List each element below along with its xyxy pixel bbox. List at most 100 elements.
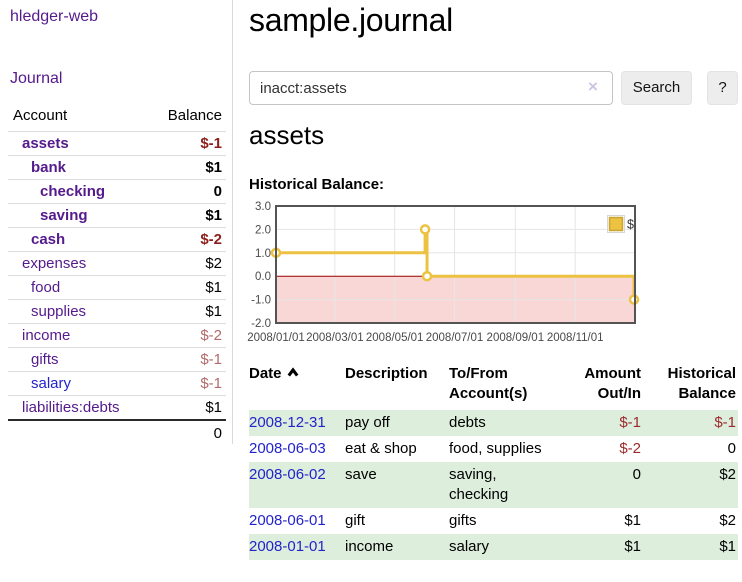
account-link[interactable]: salary [31, 375, 72, 392]
sidebar: hledger-web Journal Account Balance asse… [0, 0, 233, 446]
account-link[interactable]: gifts [31, 351, 59, 368]
register-row: 2008-06-03 eat & shop food, supplies $-2 0 [249, 436, 738, 462]
clear-search-icon[interactable]: × [588, 77, 598, 96]
page-title: sample.journal [249, 2, 453, 38]
x-tick-label: 2008/07/01 [426, 332, 484, 344]
account-link[interactable]: assets [22, 135, 69, 152]
account-row: bank $1 [8, 155, 226, 180]
account-balance: $-1 [200, 351, 222, 368]
account-link[interactable]: food [31, 279, 61, 296]
register-header-accounts: To/From Account(s) [449, 365, 528, 402]
legend-swatch [608, 216, 624, 232]
account-row: income $-2 [8, 323, 226, 348]
accounts-header-row: Account Balance [8, 104, 226, 132]
account-row: food $1 [8, 275, 226, 300]
account-row: assets $-1 [8, 131, 226, 156]
y-tick-label: -1.0 [251, 295, 271, 307]
transaction-accounts: saving, checking [449, 466, 509, 503]
register-row: 2008-06-01 gift gifts $1 $2 [249, 508, 738, 534]
sidebar-item-journal[interactable]: Journal [10, 70, 63, 87]
transaction-description: eat & shop [345, 440, 417, 457]
account-row: expenses $2 [8, 251, 226, 276]
accounts-table: Account Balance assets $-1 bank $1 checking 0… [8, 104, 226, 446]
account-balance: $-1 [200, 135, 222, 152]
x-tick-label: 2008/11/01 [547, 332, 604, 344]
account-balance: $1 [205, 399, 222, 416]
search-input[interactable] [249, 71, 613, 105]
register-row: 2008-12-31 pay off debts $-1 $-1 [249, 410, 738, 436]
transaction-accounts: gifts [449, 512, 477, 529]
accounts-header-account: Account [13, 107, 68, 124]
account-row: supplies $1 [8, 299, 226, 324]
transaction-date-link[interactable]: 2008-06-03 [249, 440, 326, 457]
account-row: gifts $-1 [8, 347, 226, 372]
amount-out-in: $-1 [619, 414, 641, 431]
account-link[interactable]: bank [31, 159, 67, 176]
help-button[interactable]: ? [707, 71, 738, 105]
transaction-description: pay off [345, 414, 390, 431]
x-tick-label: 2008/09/01 [487, 332, 545, 344]
historical-balance-chart[interactable]: 2008/01/01 2008/03/01 2008/05/01 2008/07/01… [245, 200, 645, 348]
app-title-link[interactable]: hledger-web [10, 8, 99, 25]
register-table: Date Description To/From Account(s) Amou… [249, 362, 738, 560]
transaction-date-link[interactable]: 2008-06-02 [249, 466, 326, 483]
account-balance: $-2 [200, 231, 222, 248]
transaction-description: income [345, 538, 394, 555]
transaction-description: save [345, 466, 377, 483]
amount-out-in: $-2 [619, 440, 641, 457]
account-link[interactable]: supplies [31, 303, 87, 320]
account-link[interactable]: cash [31, 231, 66, 248]
register-header-description: Description [345, 365, 428, 382]
account-balance: $-1 [200, 375, 222, 392]
account-balance: $1 [205, 207, 222, 224]
historical-balance: $2 [719, 512, 736, 529]
account-link[interactable]: checking [40, 183, 106, 200]
account-balance: $1 [205, 279, 222, 296]
historical-balance: $1 [719, 538, 736, 555]
search-button[interactable]: Search [621, 71, 692, 105]
x-tick-label: 2008/05/01 [366, 332, 424, 344]
register-row: 2008-01-01 income salary $1 $1 [249, 534, 738, 560]
account-row: cash $-2 [8, 227, 226, 252]
x-tick-label: 2008/01/01 [247, 332, 305, 344]
accounts-total-value: 0 [147, 419, 226, 446]
register-header-date[interactable]: Date [249, 362, 345, 410]
amount-out-in: $1 [624, 538, 641, 555]
historical-balance: $2 [719, 466, 736, 483]
transaction-description: gift [345, 512, 366, 529]
account-balance: 0 [213, 183, 222, 200]
accounts-total-spacer [8, 419, 148, 446]
account-link[interactable]: expenses [22, 255, 87, 272]
account-row: liabilities:debts $1 [8, 395, 226, 421]
data-point-marker [421, 270, 433, 282]
historical-balance: 0 [727, 440, 736, 457]
legend-label: $ [627, 218, 634, 232]
register-header-amount: Amount Out/In [584, 365, 641, 402]
amount-out-in: 0 [632, 466, 641, 483]
transaction-date-link[interactable]: 2008-12-31 [249, 414, 326, 431]
y-tick-label: -2.0 [251, 318, 271, 330]
account-balance: $2 [205, 255, 222, 272]
y-tick-label: 2.0 [255, 224, 271, 236]
amount-out-in: $1 [624, 512, 641, 529]
data-point-marker [419, 224, 431, 235]
register-row: 2008-06-02 save saving, checking 0 $2 [249, 462, 738, 508]
account-link[interactable]: saving [40, 207, 88, 224]
transaction-accounts: food, supplies [449, 440, 542, 457]
accounts-header-balance: Balance [167, 107, 222, 124]
transaction-date-link[interactable]: 2008-01-01 [249, 538, 326, 555]
transaction-date-link[interactable]: 2008-06-01 [249, 512, 326, 529]
y-tick-label: 0.0 [255, 271, 271, 283]
account-heading: assets [249, 120, 325, 150]
account-row: checking 0 [8, 179, 226, 204]
account-link[interactable]: income [22, 327, 71, 344]
register-header-row: Date Description To/From Account(s) Amou… [249, 362, 738, 410]
y-tick-label: 1.0 [255, 248, 271, 260]
x-tick-label: 2008/03/01 [306, 332, 364, 344]
y-tick-label: 3.0 [255, 201, 271, 213]
accounts-total-row: 0 [8, 419, 226, 446]
account-balance: $1 [205, 159, 222, 176]
register-header-balance: Historical Balance [667, 365, 736, 402]
account-link[interactable]: liabilities:debts [22, 399, 120, 416]
